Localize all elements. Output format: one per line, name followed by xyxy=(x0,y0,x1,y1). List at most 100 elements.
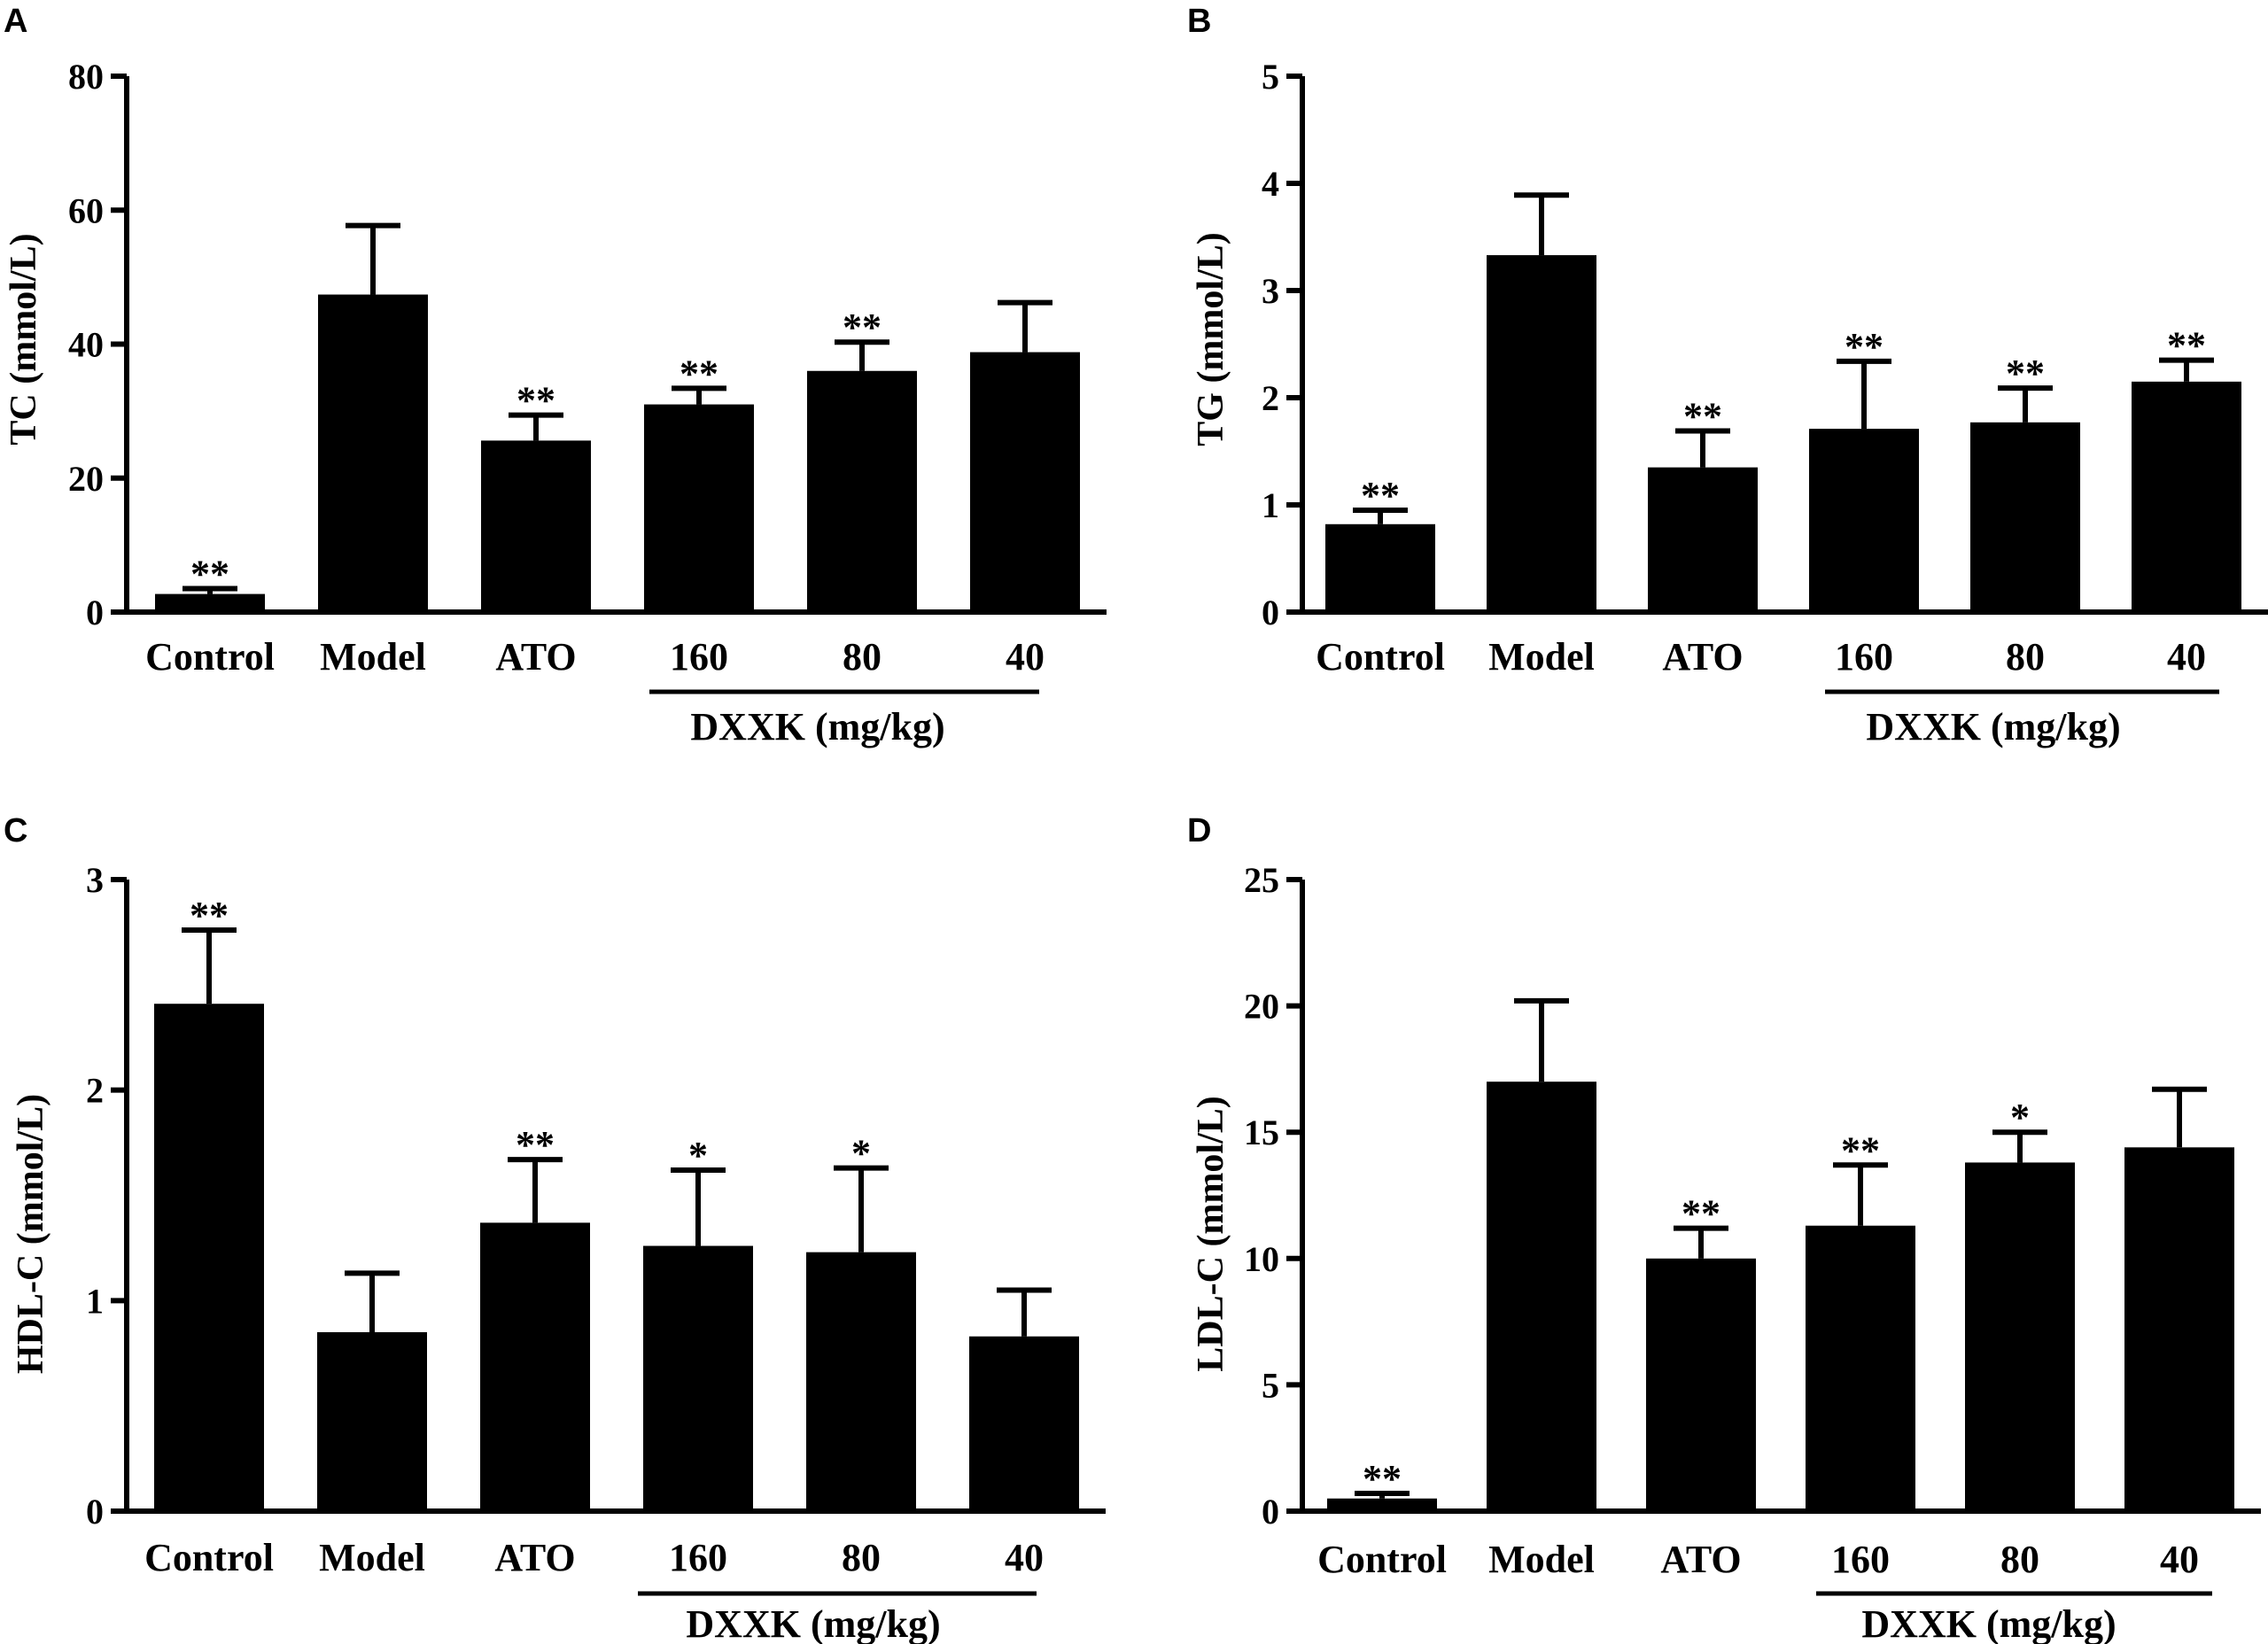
category-label: 40 xyxy=(2160,1538,2199,1581)
y-tick-label: 3 xyxy=(1262,271,1279,311)
significance-marker: ** xyxy=(843,306,882,349)
category-label: Model xyxy=(1488,635,1595,679)
category-label: ATO xyxy=(1662,635,1743,679)
significance-marker: ** xyxy=(1683,395,1722,438)
bar-80 xyxy=(1965,1162,2075,1511)
category-label: Model xyxy=(1488,1538,1595,1581)
y-tick-label: 3 xyxy=(86,860,104,900)
significance-marker: ** xyxy=(190,894,229,937)
y-axis-label: HDL-C (mmol/L) xyxy=(11,1094,51,1374)
y-tick-label: 2 xyxy=(1262,378,1279,418)
bar-40 xyxy=(970,352,1080,612)
y-tick-label: 0 xyxy=(86,593,104,632)
category-label: 160 xyxy=(1835,635,1893,679)
y-tick-label: 40 xyxy=(68,325,104,365)
y-tick-label: 80 xyxy=(68,57,104,97)
bar-80 xyxy=(1970,422,2080,612)
bar-ato xyxy=(1646,1258,1756,1511)
bar-40 xyxy=(2132,381,2241,612)
bar-model xyxy=(1487,255,1596,612)
bar-ato xyxy=(480,1222,590,1511)
bar-model xyxy=(317,1331,427,1511)
significance-marker: * xyxy=(851,1132,871,1175)
y-tick-label: 1 xyxy=(1262,485,1279,525)
category-label: 80 xyxy=(842,1536,881,1579)
bar-ato xyxy=(481,440,591,612)
plot-area: 0 5 10 15 20 25 ** Control Model ** ATO ** 160 * 80 40 xyxy=(1244,860,2261,1596)
panel-a: A TC (mmol/L) DXXK (mg/kg) 0 20 40 60 80 ** Co… xyxy=(4,3,1107,748)
y-tick-label: 15 xyxy=(1244,1113,1279,1152)
category-label: Model xyxy=(320,635,426,679)
y-tick-label: 20 xyxy=(68,459,104,499)
panel-d: D LDL-C (mmol/L) DXXK (mg/kg) 0 5 10 15 20 25… xyxy=(1187,812,2261,1644)
panel-label: D xyxy=(1187,812,1211,849)
panel-label: A xyxy=(4,3,27,40)
category-label: ATO xyxy=(495,635,576,679)
y-tick-label: 1 xyxy=(86,1281,104,1321)
bar-40 xyxy=(969,1336,1079,1511)
significance-marker: ** xyxy=(516,1123,555,1167)
significance-marker: ** xyxy=(1841,1128,1880,1172)
category-label: 40 xyxy=(1005,1536,1044,1579)
category-label: Control xyxy=(1316,635,1445,679)
group-label: DXXK (mg/kg) xyxy=(1861,1602,2116,1644)
category-label: 40 xyxy=(2167,635,2206,679)
bar-model xyxy=(318,294,428,612)
plot-area: 0 1 2 3 ** Control Model ** ATO * 160 * 80 40 xyxy=(86,860,1106,1596)
y-tick-label: 10 xyxy=(1244,1239,1279,1279)
significance-marker: ** xyxy=(680,352,718,395)
category-label: ATO xyxy=(494,1536,575,1579)
bar-control xyxy=(154,1004,264,1511)
category-label: Control xyxy=(144,1536,274,1579)
significance-marker: ** xyxy=(1361,474,1400,517)
bar-ato xyxy=(1648,467,1758,612)
group-label: DXXK (mg/kg) xyxy=(1866,705,2120,748)
bar-160 xyxy=(1809,429,1919,612)
category-label: 160 xyxy=(670,635,728,679)
category-label: 80 xyxy=(2006,635,2045,679)
y-tick-label: 20 xyxy=(1244,987,1279,1027)
y-tick-label: 4 xyxy=(1262,164,1279,204)
y-axis-label: TC (mmol/L) xyxy=(4,233,44,445)
plot-area: 0 1 2 3 4 5 ** Control Model ** ATO ** 160 ** 80 ** 40 xyxy=(1262,57,2268,694)
category-label: Control xyxy=(145,635,275,679)
bar-model xyxy=(1487,1082,1596,1511)
significance-marker: ** xyxy=(1845,325,1884,368)
y-tick-label: 25 xyxy=(1244,860,1279,900)
significance-marker: ** xyxy=(2167,324,2206,368)
significance-marker: ** xyxy=(517,379,555,423)
category-label: 160 xyxy=(669,1536,727,1579)
significance-marker: ** xyxy=(2006,352,2045,395)
category-label: 160 xyxy=(1831,1538,1890,1581)
y-tick-label: 60 xyxy=(68,190,104,230)
y-tick-label: 0 xyxy=(1262,593,1279,632)
bar-40 xyxy=(2124,1147,2234,1511)
category-label: 80 xyxy=(2000,1538,2039,1581)
y-tick-label: 5 xyxy=(1262,1365,1279,1405)
bar-160 xyxy=(1806,1225,1915,1511)
panel-b: B TG (mmol/L) DXXK (mg/kg) 0 1 2 3 4 5 ** Contr… xyxy=(1187,3,2268,748)
bar-160 xyxy=(643,1245,753,1511)
bar-160 xyxy=(644,404,754,612)
significance-marker: * xyxy=(688,1134,708,1177)
bar-control xyxy=(1327,1498,1437,1511)
y-tick-label: 0 xyxy=(86,1492,104,1532)
group-label: DXXK (mg/kg) xyxy=(690,705,944,748)
plot-area: 0 20 40 60 80 ** Control Model ** ATO ** 160 ** 80 40 xyxy=(68,57,1107,694)
bar-80 xyxy=(806,1252,916,1511)
category-label: ATO xyxy=(1660,1538,1741,1581)
y-tick-label: 2 xyxy=(86,1071,104,1111)
category-label: Control xyxy=(1317,1538,1447,1581)
category-label: 40 xyxy=(1006,635,1045,679)
category-label: 80 xyxy=(843,635,882,679)
category-label: Model xyxy=(319,1536,425,1579)
significance-marker: ** xyxy=(190,553,229,596)
bar-80 xyxy=(807,370,917,612)
significance-marker: ** xyxy=(1682,1192,1720,1236)
panel-label: C xyxy=(4,812,27,849)
significance-marker: ** xyxy=(1363,1457,1402,1501)
y-tick-label: 5 xyxy=(1262,57,1279,97)
significance-marker: * xyxy=(2010,1096,2030,1139)
panel-c: C HDL-C (mmol/L) DXXK (mg/kg) 0123**Cont… xyxy=(4,812,1106,1644)
